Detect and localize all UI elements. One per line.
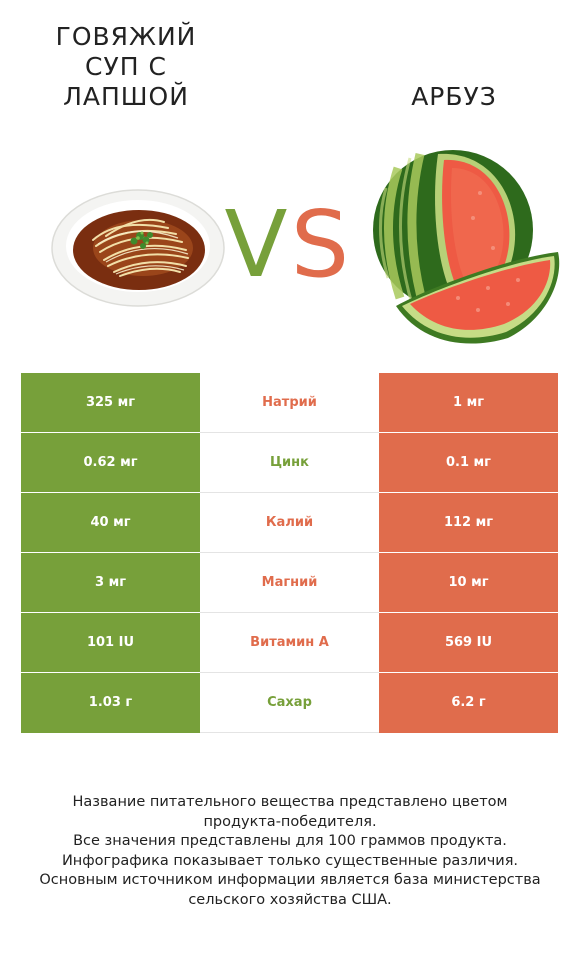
comparison-table: 325 мг Натрий 1 мг 0.62 мг Цинк 0.1 мг 4… xyxy=(21,373,558,733)
right-value: 0.1 мг xyxy=(379,432,558,493)
nutrient-name: Калий xyxy=(200,492,379,553)
vs-letter-s: S xyxy=(291,191,349,284)
table-row: 3 мг Магний 10 мг xyxy=(21,552,558,613)
left-value: 1.03 г xyxy=(21,672,200,733)
footer-line: Инфографика показывает только существенн… xyxy=(61,852,519,869)
right-value: 6.2 г xyxy=(379,672,558,733)
beef-noodle-soup-image xyxy=(51,189,225,307)
nutrient-name: Магний xyxy=(200,552,379,613)
nutrient-name: Витамин A xyxy=(200,612,379,673)
left-value: 40 мг xyxy=(21,492,200,553)
footer-line: Основным источником информации является … xyxy=(39,872,541,888)
footer-note: Название питательного вещества представл… xyxy=(20,793,560,910)
left-title-line-1: Говяжий xyxy=(55,22,197,51)
left-value: 325 мг xyxy=(21,373,200,433)
right-product-title: Арбуз xyxy=(411,82,497,111)
table-row: 40 мг Калий 112 мг xyxy=(21,492,558,553)
footer-line: Все значения представлены для 100 граммо… xyxy=(73,833,507,849)
table-row: 0.62 мг Цинк 0.1 мг xyxy=(21,432,558,493)
right-value: 10 мг xyxy=(379,552,558,613)
vs-label: V S xyxy=(225,191,350,284)
footer-line: Название питательного вещества представл… xyxy=(72,794,508,810)
footer-line: сельского хозяйства США. xyxy=(188,891,392,908)
vs-letter-v: V xyxy=(225,191,288,284)
nutrient-name: Натрий xyxy=(200,373,379,433)
right-value: 1 мг xyxy=(379,373,558,433)
left-value: 101 IU xyxy=(21,612,200,673)
table-row: 325 мг Натрий 1 мг xyxy=(21,373,558,433)
footer-line: продукта-победителя. xyxy=(203,813,377,830)
watermelon-image xyxy=(373,150,560,344)
right-value: 112 мг xyxy=(379,492,558,553)
table-row: 1.03 г Сахар 6.2 г xyxy=(21,672,558,733)
right-value: 569 IU xyxy=(379,612,558,673)
left-title-line-2: суп с xyxy=(85,52,167,81)
left-title-line-3: лапшой xyxy=(63,82,189,111)
table-row: 101 IU Витамин A 569 IU xyxy=(21,612,558,673)
nutrient-name: Цинк xyxy=(200,432,379,493)
left-product-title: Говяжий суп с лапшой xyxy=(30,22,222,112)
nutrient-name: Сахар xyxy=(200,672,379,733)
left-value: 3 мг xyxy=(21,552,200,613)
left-value: 0.62 мг xyxy=(21,432,200,493)
